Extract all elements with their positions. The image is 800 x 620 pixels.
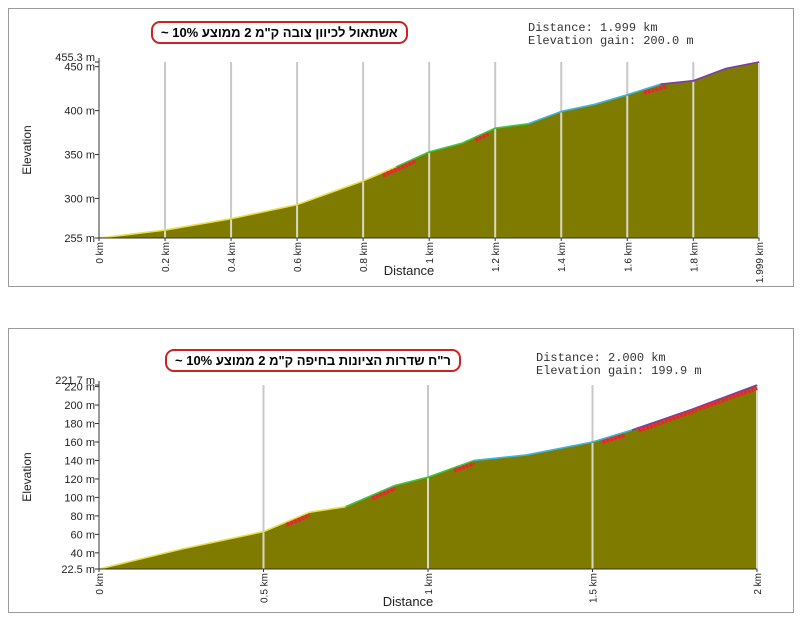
y-tick-label: 100 m xyxy=(64,492,95,504)
x-axis-title: Distance xyxy=(383,594,434,609)
elevation-area xyxy=(99,62,759,238)
y-tick-label: 40 m xyxy=(71,548,95,560)
profile-line-segment xyxy=(495,122,529,129)
y-tick-label: 400 m xyxy=(64,106,95,118)
y-tick-label: 22.5 m xyxy=(61,564,95,576)
route-title-1: אשתאול לכיוון צובה ק"מ 2 ממוצע 10% ~ xyxy=(151,21,408,44)
profile-line-segment xyxy=(230,203,298,220)
x-tick-label: 2 km xyxy=(753,573,764,595)
x-tick-label: 0 km xyxy=(95,573,106,595)
x-tick-label: 1.4 km xyxy=(557,242,568,272)
profile-line-segment xyxy=(631,408,692,431)
distance-stat-1: Distance: 1.999 km xyxy=(528,21,658,35)
elevation-chart-2: 22.5 m 40 m 60 m 80 m 100 m 120 m 140 m 160 m 18… xyxy=(20,375,764,609)
y-tick-label: 120 m xyxy=(64,474,95,486)
profile-line-segment xyxy=(660,79,694,86)
route-stats-2: Distance: 2.000 km Elevation gain: 199.9 … xyxy=(536,352,702,378)
profile-line-segment xyxy=(461,127,496,144)
steep-grade-marker xyxy=(382,159,417,178)
profile-line-segment xyxy=(345,484,396,508)
y-tick-label: 80 m xyxy=(71,511,95,523)
route-stats-1: Distance: 1.999 km Elevation gain: 200.0 … xyxy=(528,22,694,48)
y-tick-label: 300 m xyxy=(64,193,95,205)
y-tick-label: 200 m xyxy=(64,400,95,412)
y-tick-label: 350 m xyxy=(64,150,95,162)
profile-line-segment xyxy=(527,110,562,125)
profile-line-segment xyxy=(726,61,760,70)
x-tick-label: 1.5 km xyxy=(589,573,600,603)
profile-line-segment xyxy=(164,217,232,231)
steep-grade-marker xyxy=(285,513,311,527)
x-tick-label: 1.8 km xyxy=(689,242,700,272)
steep-grade-marker xyxy=(371,486,396,501)
y-tick-label: 60 m xyxy=(71,529,95,541)
profile-line-segment xyxy=(627,83,661,96)
profile-line-segment xyxy=(296,180,364,206)
steep-grade-marker xyxy=(637,386,758,433)
x-tick-label: 1.999 km xyxy=(755,242,766,283)
y-tick-label: 180 m xyxy=(64,419,95,431)
steep-grade-marker xyxy=(453,461,475,473)
y-tick-label: 220 m xyxy=(64,382,95,394)
profile-line-segment xyxy=(594,94,628,106)
profile-line-segment xyxy=(394,476,429,487)
x-tick-label: 1.2 km xyxy=(491,242,502,272)
profile-line-segment xyxy=(181,530,264,550)
profile-line-segment xyxy=(526,441,593,456)
x-tick-label: 0.6 km xyxy=(293,242,304,272)
x-tick-label: 0.8 km xyxy=(359,242,370,272)
y-axis-title: Elevation xyxy=(20,125,34,174)
y-tick-label: 140 m xyxy=(64,455,95,467)
profile-line-segment xyxy=(561,103,595,113)
profile-line-segment xyxy=(427,459,475,478)
profile-line-segment xyxy=(428,142,463,153)
elevation-panel-1: אשתאול לכיוון צובה ק"מ 2 ממוצע 10% ~ Dis… xyxy=(8,8,794,287)
profile-line-segment xyxy=(362,166,397,182)
elevation-panel-2: ר"ח שדרות הציונות בחיפה ק"מ 2 ממוצע 10% … xyxy=(8,328,794,613)
x-tick-label: 1 km xyxy=(425,242,436,264)
steep-grade-marker xyxy=(601,433,626,444)
elevation-gain-stat-1: Elevation gain: 200.0 m xyxy=(528,34,694,48)
y-tick-label: 255 m xyxy=(64,233,95,245)
profile-line-segment xyxy=(592,429,633,443)
y-axis-title: Elevation xyxy=(20,452,34,501)
y-tick-label: 450 m xyxy=(64,62,95,74)
profile-line-segment xyxy=(395,151,430,168)
x-axis-title: Distance xyxy=(384,263,435,278)
profile-line-segment xyxy=(690,384,758,411)
distance-stat-2: Distance: 2.000 km xyxy=(536,351,666,365)
profile-line-segment xyxy=(693,67,727,82)
profile-line-segment xyxy=(98,229,166,239)
profile-line-segment xyxy=(263,511,310,533)
profile-line-segment xyxy=(309,505,346,513)
x-tick-label: 1 km xyxy=(424,573,435,595)
steep-grade-marker xyxy=(474,132,490,142)
x-tick-label: 0.5 km xyxy=(260,573,271,603)
x-tick-label: 0.2 km xyxy=(161,242,172,272)
y-tick-label: 160 m xyxy=(64,437,95,449)
y-tick-label: 455.3 m xyxy=(55,52,95,64)
x-tick-label: 0.4 km xyxy=(227,242,238,272)
profile-line-segment xyxy=(98,548,182,570)
profile-line-segment xyxy=(473,454,527,462)
route-title-2: ר"ח שדרות הציונות בחיפה ק"מ 2 ממוצע 10% … xyxy=(165,349,461,372)
x-tick-label: 1.6 km xyxy=(623,242,634,272)
x-tick-label: 0 km xyxy=(95,242,106,264)
elevation-gain-stat-2: Elevation gain: 199.9 m xyxy=(536,364,702,378)
y-tick-label: 221.7 m xyxy=(55,375,95,387)
